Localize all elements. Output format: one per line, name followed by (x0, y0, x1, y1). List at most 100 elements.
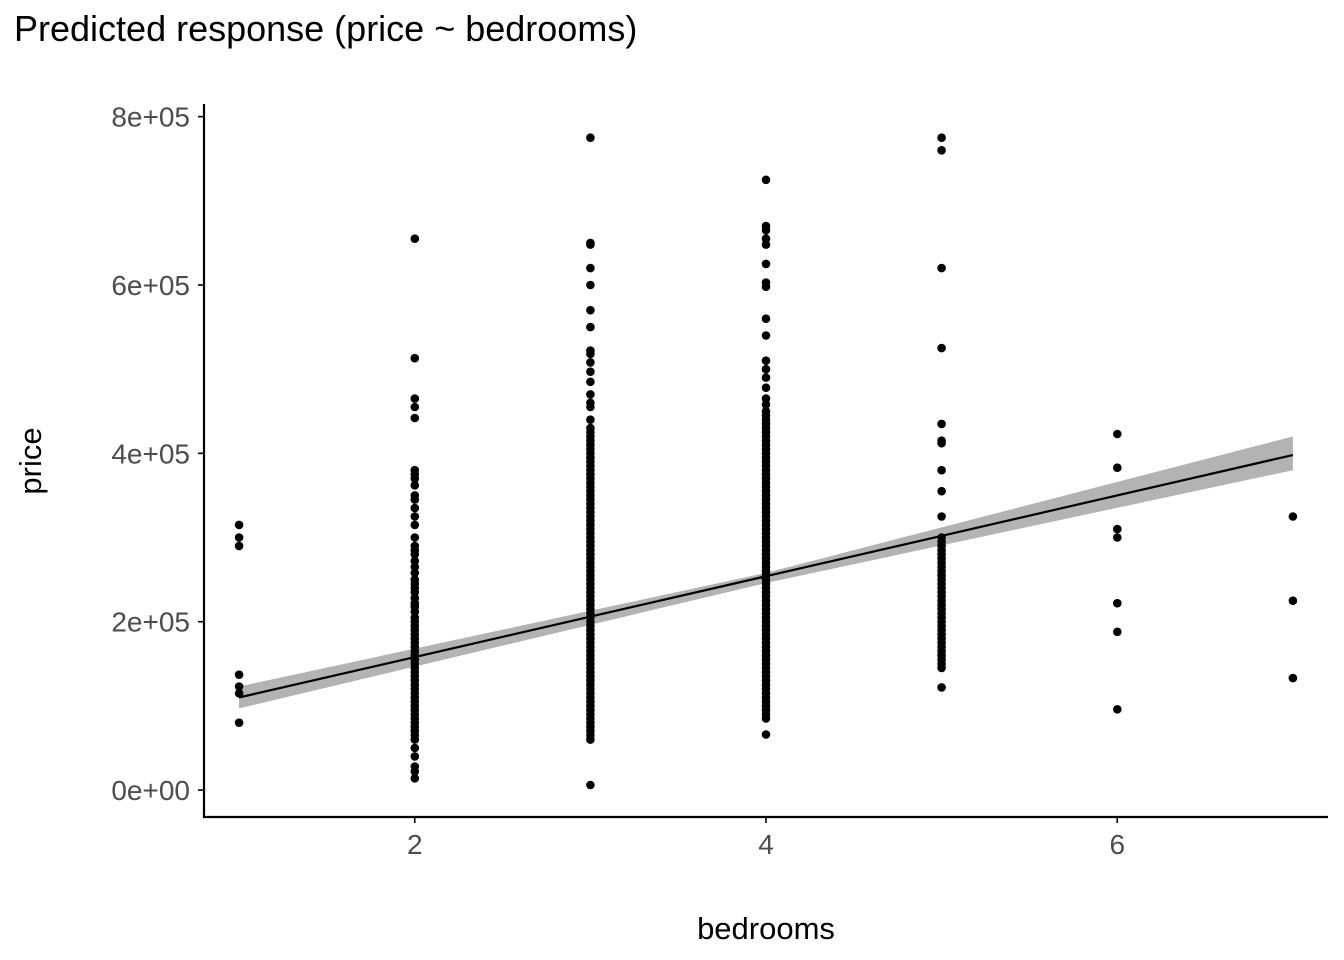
data-point (937, 263, 946, 273)
data-point (761, 240, 771, 249)
data-point (761, 373, 771, 382)
chart-title: Predicted response (price ~ bedrooms) (14, 8, 638, 49)
data-point (761, 259, 771, 269)
data-point (410, 234, 420, 243)
data-point (761, 175, 771, 185)
data-point (1113, 463, 1122, 473)
data-point (410, 752, 420, 761)
y-tick-label: 0e+00 (111, 775, 190, 806)
data-point (410, 743, 420, 753)
data-point (586, 415, 595, 425)
data-point (234, 718, 244, 727)
data-point (1113, 705, 1122, 714)
data-point (761, 394, 771, 403)
data-point (586, 322, 595, 332)
data-point (410, 495, 420, 504)
data-point (410, 353, 420, 363)
y-axis-label: price (13, 427, 48, 494)
data-point (410, 512, 420, 521)
data-point (410, 413, 420, 423)
data-point (410, 520, 420, 530)
data-point (586, 358, 595, 367)
data-point (1288, 673, 1298, 683)
x-axis-label: bedrooms (697, 911, 835, 946)
data-point (586, 263, 595, 273)
data-point (586, 305, 595, 315)
data-point (761, 282, 771, 292)
data-point (410, 402, 420, 412)
data-point (234, 541, 244, 551)
data-point (761, 383, 771, 393)
data-point (410, 735, 420, 744)
data-point (410, 774, 420, 783)
data-point (1113, 429, 1122, 439)
data-point (410, 550, 420, 559)
data-point (937, 512, 946, 521)
data-point (761, 314, 771, 324)
data-point (761, 234, 771, 243)
data-point (761, 356, 771, 366)
data-point (1288, 596, 1298, 605)
data-point (761, 400, 771, 409)
axes-group (198, 104, 1328, 823)
data-point (586, 390, 595, 399)
data-point (1288, 512, 1298, 521)
data-point (937, 663, 946, 673)
data-point (234, 682, 244, 691)
data-point (761, 331, 771, 340)
data-point (586, 735, 595, 744)
data-point (234, 520, 244, 530)
data-point (410, 481, 420, 490)
data-point (410, 568, 420, 578)
fit-line (238, 453, 1294, 699)
data-point (937, 146, 946, 155)
data-point (937, 486, 946, 496)
data-point (937, 343, 946, 353)
data-point (234, 689, 244, 698)
data-point (761, 226, 771, 235)
y-tick-label: 8e+05 (111, 102, 190, 133)
data-point (410, 767, 420, 776)
labels-group: 0e+00 2e+05 4e+05 6e+05 8e+05 2 4 6 bedrooms pric… (13, 102, 1125, 946)
data-point (586, 133, 595, 142)
data-point (937, 683, 946, 692)
data-point (937, 133, 946, 142)
confidence-ribbon (239, 436, 1293, 709)
x-tick-label: 6 (1109, 829, 1125, 860)
data-point (586, 402, 595, 412)
data-point (410, 503, 420, 513)
data-point (410, 474, 420, 483)
x-tick-label: 2 (407, 829, 423, 860)
data-point (410, 562, 420, 572)
data-point (586, 240, 595, 249)
data-point (1113, 627, 1122, 637)
data-point (410, 394, 420, 403)
data-point (1113, 524, 1122, 534)
data-point (410, 587, 420, 597)
y-tick-label: 2e+05 (111, 607, 190, 638)
data-point (410, 607, 420, 616)
data-point (1113, 598, 1122, 608)
data-point (761, 364, 771, 374)
data-point (586, 780, 595, 790)
data-point (761, 730, 771, 739)
points-group (234, 133, 1298, 790)
data-point (586, 349, 595, 359)
fit-line-group (238, 453, 1294, 699)
confidence-ribbon-group (239, 436, 1293, 709)
data-point (586, 377, 595, 387)
data-point (586, 280, 595, 290)
data-point (586, 367, 595, 377)
data-point (761, 714, 771, 723)
y-tick-label: 4e+05 (111, 438, 190, 469)
data-point (410, 533, 420, 542)
data-point (234, 670, 244, 679)
data-point (937, 465, 946, 475)
data-point (410, 556, 420, 566)
data-point (1113, 533, 1122, 542)
data-point (937, 438, 946, 448)
y-tick-label: 6e+05 (111, 270, 190, 301)
data-point (234, 533, 244, 542)
data-point (937, 419, 946, 429)
